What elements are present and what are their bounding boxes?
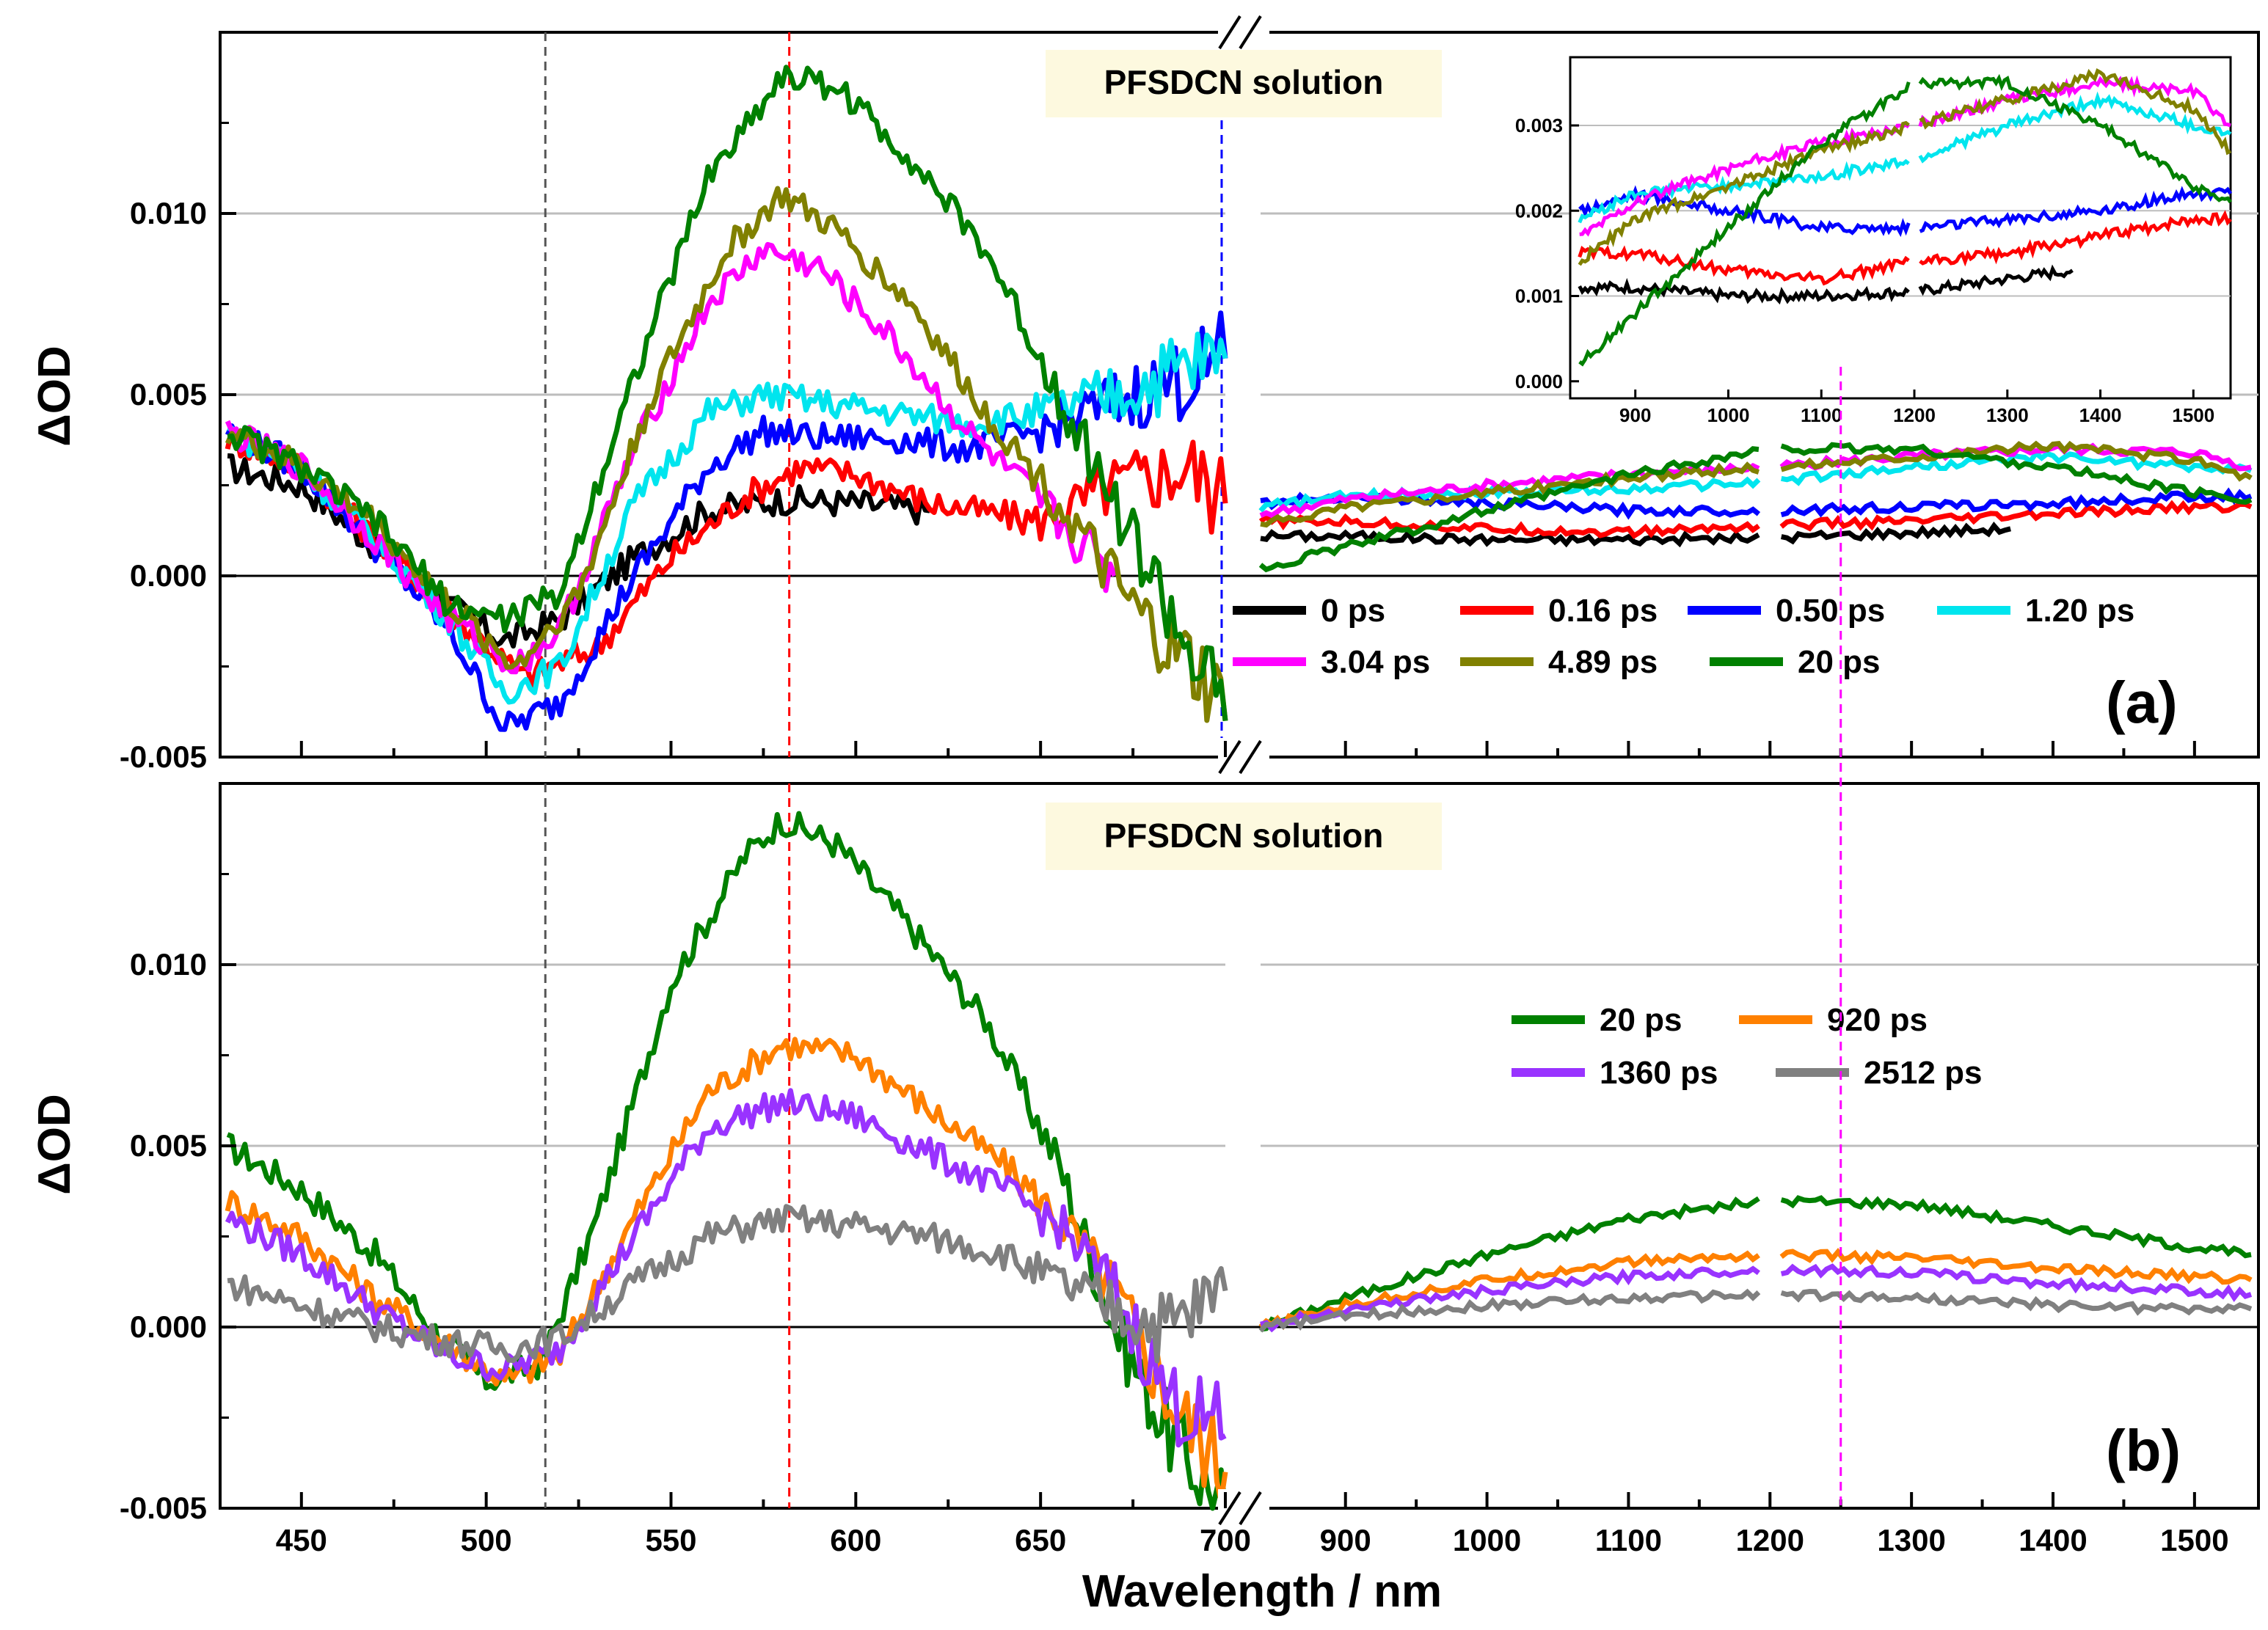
legend-label: 0.16 ps [1548,593,1658,629]
inset-y-tick-label: 0.002 [1515,200,1563,222]
inset-plot: 900 1000 1100 1200 1300 1400 1500 0.000 0.001 0.0… [1515,56,2233,426]
inset-x-tick-label: 1500 [2172,404,2214,426]
inset-series-line [1918,73,2233,204]
y-tick-label: 0.005 [130,377,207,412]
legend-label: 20 ps [1798,644,1881,680]
x-tick-label: 1000 [1453,1523,1521,1557]
x-tick-label: 700 [1200,1523,1251,1557]
inset-x-tick-label: 1100 [1801,404,1842,426]
series-line-nir [1780,442,2253,505]
series-line-nir [1260,461,1760,528]
y-tick-label: 0.010 [130,196,207,230]
legend-label: 2512 ps [1864,1055,1982,1091]
legend-label: 0 ps [1321,593,1385,629]
x-tick-label: 500 [461,1523,512,1557]
inset-series-line [1578,157,1910,224]
y-tick-label: -0.005 [120,739,207,774]
legend-label: 920 ps [1827,1002,1928,1038]
panel-label: (a) [2106,670,2178,735]
legend-a: 0 ps 0.16 ps 0.50 ps 1.20 ps 3.04 ps 4.89 ps 2… [1233,593,2134,680]
inset-series-line [1918,75,2231,128]
x-tick-label: 900 [1320,1523,1371,1557]
legend-b: 20 ps 920 ps 1360 ps 2512 ps [1512,1002,1982,1091]
y-axis-title: ΔOD [29,1094,80,1195]
legend-label: 20 ps [1600,1002,1682,1038]
series-line-vis [226,811,1228,1511]
series-line-nir [1258,446,1760,573]
inset-series-line [1918,264,2074,296]
x-tick-label: 600 [830,1523,881,1557]
legend-label: 1.20 ps [2025,593,2134,629]
panel-a: -0.005 0.000 0.005 0.010 PFSDCN solution 90… [120,13,2260,776]
inset-series-line [1919,210,2232,267]
series-line-nir [1779,1247,2253,1285]
inset-series-line [1579,122,1910,237]
series-line-nir [1781,449,2253,486]
legend-label: 0.50 ps [1776,593,1885,629]
inset-y-tick-label: 0.001 [1515,285,1563,307]
series-line-nir [1258,1288,1761,1333]
inset-x-tick-label: 1300 [1986,404,2029,426]
series-line-vis [227,65,1228,722]
inset-x-tick-label: 1400 [2079,404,2122,426]
series-line-nir [1780,1195,2252,1259]
series-line-nir [1260,529,1760,548]
inset-series-line [1578,244,1910,286]
series-line-nir [1260,1196,1760,1332]
series-line-vis [225,186,1228,723]
y-axis-title: ΔOD [29,346,80,447]
x-tick-label: 1200 [1736,1523,1804,1557]
y-tick-label: 0.010 [130,947,207,982]
series-line-vis [227,453,930,649]
y-tick-label: 0.005 [130,1128,207,1163]
legend-label: 1360 ps [1600,1055,1718,1091]
title-box [1046,50,1442,117]
x-tick-label: 1400 [2019,1523,2087,1557]
inset-x-tick-label: 1000 [1707,404,1750,426]
series-line-nir [1258,1250,1760,1331]
panel-b: -0.005 0.000 0.005 0.010 450 500 550 600 650 700… [120,782,2260,1557]
inset-series-line [1578,120,1910,266]
panel-title: PFSDCN solution [1104,816,1384,855]
axis-break-top [1218,13,1269,51]
x-tick-label: 1100 [1595,1523,1662,1557]
y-tick-label: -0.005 [120,1491,207,1525]
series-line-vis [225,241,1117,675]
inset-x-tick-label: 1200 [1893,404,1936,426]
title-box [1046,803,1442,870]
inset-series-line [1919,186,2233,233]
y-tick-label: 0.000 [130,1309,207,1344]
panel-label: (b) [2106,1418,2181,1483]
inset-x-tick-label: 900 [1619,404,1651,426]
inset-y-tick-label: 0.000 [1515,370,1563,392]
series-line-nir [1780,1288,2253,1316]
series-line-nir [1779,500,2253,532]
series-line-nir [1258,476,1761,513]
legend-label: 3.04 ps [1321,644,1430,680]
inset-series-line [1578,81,1911,367]
series-line-nir [1258,513,1760,540]
x-tick-label: 1300 [1877,1523,1945,1557]
legend-label: 4.89 ps [1548,644,1658,680]
inset-y-tick-label: 0.003 [1515,114,1563,136]
series-line-nir [1780,521,2011,545]
inset-series-line [1578,277,1910,305]
x-axis-title: Wavelength / nm [1082,1566,1442,1617]
y-tick-label: 0.000 [130,558,207,593]
inset-series-line [1919,67,2232,156]
series-line-vis [225,1088,1227,1448]
x-tick-label: 1500 [2160,1523,2228,1557]
series-line-nir [1780,440,2253,482]
series-line-nir [1780,1263,2253,1302]
x-tick-label: 550 [645,1523,696,1557]
series-line-nir [1780,487,2253,518]
series-line-vis [227,1204,1228,1364]
x-tick-label: 650 [1015,1523,1066,1557]
x-tick-label: 450 [276,1523,327,1557]
panel-title: PFSDCN solution [1104,63,1384,101]
